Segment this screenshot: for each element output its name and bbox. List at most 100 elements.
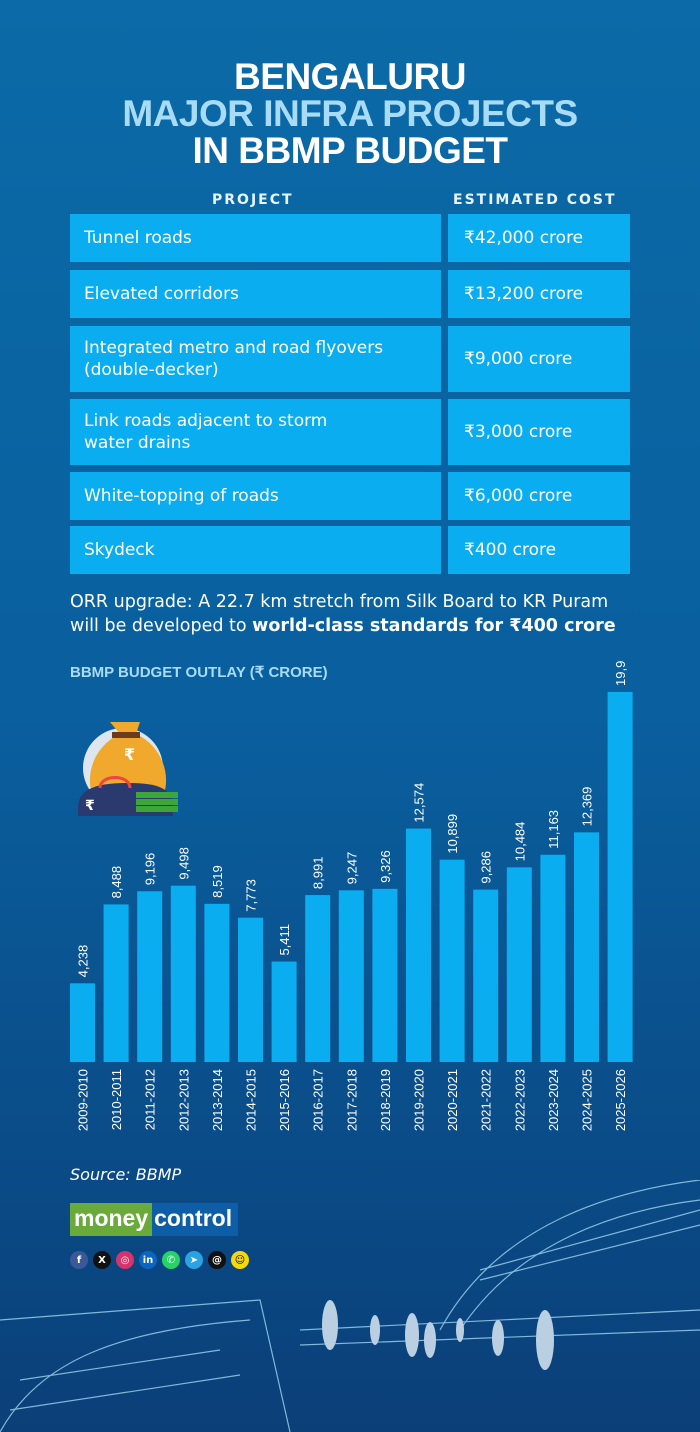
bar-2022-2023 (506, 867, 532, 1062)
moneycontrol-logo[interactable]: money control (70, 1203, 239, 1236)
value-label: 9,247 (344, 852, 359, 885)
table-row: Elevated corridors ₹13,200 crore (70, 270, 630, 318)
bar-2018-2019 (372, 888, 398, 1062)
project-cost: ₹13,200 crore (448, 270, 630, 318)
x-tick-label: 2011-2012 (143, 1069, 158, 1130)
x-tick-label: 2016-2017 (311, 1069, 326, 1131)
table-row: White-topping of roads ₹6,000 crore (70, 472, 630, 520)
source-note: Source: BBMP (70, 1165, 182, 1184)
x-tick-label: 2020-2021 (445, 1069, 460, 1131)
value-label: 9,498 (176, 847, 191, 880)
bridge-arch (439, 1180, 700, 1331)
value-label: 10,899 (445, 814, 460, 854)
value-label: 7,773 (244, 879, 259, 912)
x-icon[interactable]: X (93, 1251, 111, 1269)
value-label: 9,196 (143, 853, 158, 886)
chart-title: BBMP BUDGET OUTLAY (₹ CRORE) (70, 664, 328, 681)
bar-2013-2014 (204, 903, 230, 1062)
project-cost: ₹9,000 crore (448, 326, 630, 392)
value-label: 9,286 (479, 851, 494, 884)
x-tick-label: 2009-2010 (76, 1069, 91, 1131)
x-tick-label: 2025-2026 (613, 1069, 628, 1131)
train-outline (0, 1299, 291, 1432)
value-label: 4,238 (76, 945, 91, 978)
project-cost: ₹42,000 crore (448, 214, 630, 262)
snapchat-icon[interactable]: ☺ (231, 1251, 249, 1269)
title-line-1: BENGALURU (234, 56, 466, 97)
x-tick-label: 2014-2015 (244, 1069, 259, 1131)
x-tick-label: 2019-2020 (412, 1069, 427, 1131)
value-label: 12,369 (580, 787, 595, 827)
table-row: Tunnel roads ₹42,000 crore (70, 214, 630, 262)
value-label: 8,991 (311, 857, 326, 890)
note-bold: world-class standards for ₹400 crore (252, 616, 616, 636)
value-label: 11,163 (546, 810, 561, 849)
note-text: ORR upgrade: A 22.7 km stretch from Silk… (70, 592, 609, 636)
x-tick-label: 2017-2018 (344, 1069, 359, 1131)
facebook-icon[interactable]: f (70, 1251, 88, 1269)
transit-illustration (0, 1180, 700, 1432)
value-label: 5,411 (277, 924, 292, 956)
project-cost: ₹6,000 crore (448, 472, 630, 520)
x-tick-label: 2010-2011 (109, 1069, 124, 1130)
instagram-icon[interactable]: ◎ (116, 1251, 134, 1269)
value-label: 8,488 (109, 866, 124, 899)
value-label: 19,930 (613, 660, 628, 686)
table-row: Integrated metro and road flyovers (doub… (70, 326, 630, 392)
logo-part-control: control (152, 1203, 239, 1236)
bar-2019-2020 (406, 828, 431, 1062)
bar-2015-2016 (271, 961, 297, 1062)
project-name: Integrated metro and road flyovers (doub… (70, 326, 441, 392)
social-icons: f X ◎ in ✆ ➤ @ ☺ (70, 1251, 249, 1269)
svg-text:₹: ₹ (124, 745, 135, 764)
title-line-2: MAJOR INFRA PROJECTS (122, 93, 578, 134)
project-name: Skydeck (70, 526, 441, 574)
x-tick-label: 2012-2013 (176, 1069, 191, 1131)
bar-2020-2021 (439, 859, 465, 1062)
value-label: 8,519 (210, 865, 225, 898)
project-cost: ₹400 crore (448, 526, 630, 574)
x-tick-label: 2015-2016 (277, 1069, 292, 1131)
value-label: 9,326 (378, 850, 393, 883)
table-row: Skydeck ₹400 crore (70, 526, 630, 574)
pedestrians (322, 1300, 554, 1370)
x-tick-label: 2013-2014 (210, 1069, 225, 1131)
value-label: 10,484 (512, 822, 527, 862)
threads-icon[interactable]: @ (208, 1251, 226, 1269)
project-name: Tunnel roads (70, 214, 441, 262)
table-row: Link roads adjacent to storm water drain… (70, 399, 630, 465)
bar-2011-2012 (137, 891, 163, 1062)
orr-note: ORR upgrade: A 22.7 km stretch from Silk… (70, 590, 640, 638)
bar-2024-2025 (574, 832, 599, 1062)
logo-part-money: money (70, 1203, 153, 1236)
x-tick-label: 2021-2022 (479, 1069, 494, 1131)
header-project: PROJECT (212, 192, 294, 208)
project-name: Link roads adjacent to storm water drain… (70, 399, 441, 465)
bar-2016-2017 (305, 895, 331, 1062)
project-name: Elevated corridors (70, 270, 441, 318)
title-line-3: IN BBMP BUDGET (192, 130, 508, 171)
telegram-icon[interactable]: ➤ (185, 1251, 203, 1269)
x-tick-label: 2022-2023 (512, 1069, 527, 1131)
svg-text:₹: ₹ (85, 798, 95, 814)
bar-2010-2011 (103, 904, 129, 1062)
bar-2009-2010 (70, 983, 95, 1062)
x-tick-label: 2024-2025 (580, 1069, 595, 1131)
bar-2021-2022 (473, 889, 499, 1062)
project-name: White-topping of roads (70, 472, 441, 520)
project-cost: ₹3,000 crore (448, 399, 630, 465)
bar-2023-2024 (540, 854, 566, 1062)
bar-2014-2015 (238, 917, 263, 1062)
bar-chart: ₹ ₹ 4,238 2009-2010 8,488 2010-2011 9,196 201… (70, 660, 633, 1131)
header-cost: ESTIMATED COST (453, 192, 617, 208)
x-tick-label: 2023-2024 (546, 1069, 561, 1131)
bar-2017-2018 (338, 890, 364, 1062)
linkedin-icon[interactable]: in (139, 1251, 157, 1269)
money-bag-illustration: ₹ ₹ (78, 722, 178, 816)
bar-2012-2013 (170, 885, 196, 1062)
page-title: BENGALURU MAJOR INFRA PROJECTS IN BBMP B… (0, 58, 700, 169)
x-tick-label: 2018-2019 (378, 1069, 393, 1131)
whatsapp-icon[interactable]: ✆ (162, 1251, 180, 1269)
value-label: 12,574 (412, 783, 427, 823)
bar-2025-2026 (607, 692, 633, 1062)
